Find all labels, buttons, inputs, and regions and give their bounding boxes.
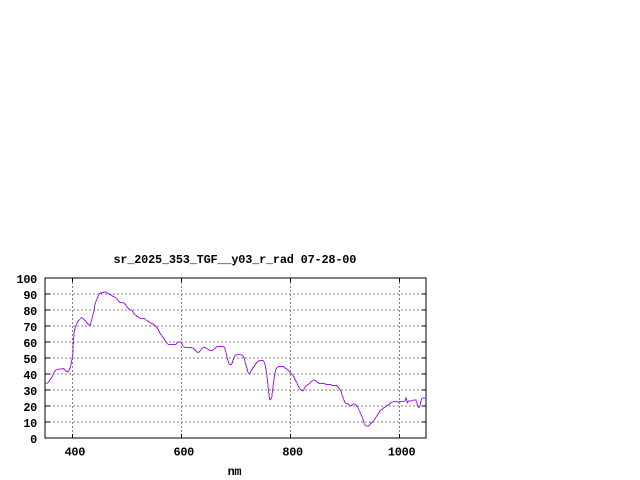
svg-text:10: 10 xyxy=(23,417,37,431)
svg-text:100: 100 xyxy=(17,273,38,287)
svg-text:20: 20 xyxy=(23,401,37,415)
svg-text:600: 600 xyxy=(174,446,195,460)
svg-text:30: 30 xyxy=(23,385,37,399)
svg-text:50: 50 xyxy=(23,353,37,367)
svg-text:40: 40 xyxy=(23,369,37,383)
svg-text:1000: 1000 xyxy=(388,446,416,460)
svg-text:800: 800 xyxy=(282,446,303,460)
svg-text:nm: nm xyxy=(228,465,242,479)
svg-text:70: 70 xyxy=(23,321,37,335)
svg-text:sr_2025_353_TGF__y03_r_rad 07-: sr_2025_353_TGF__y03_r_rad 07-28-00 xyxy=(113,253,356,267)
svg-text:80: 80 xyxy=(23,305,37,319)
svg-text:400: 400 xyxy=(65,446,86,460)
svg-text:60: 60 xyxy=(23,337,37,351)
svg-text:90: 90 xyxy=(23,289,37,303)
svg-text:0: 0 xyxy=(30,433,37,447)
